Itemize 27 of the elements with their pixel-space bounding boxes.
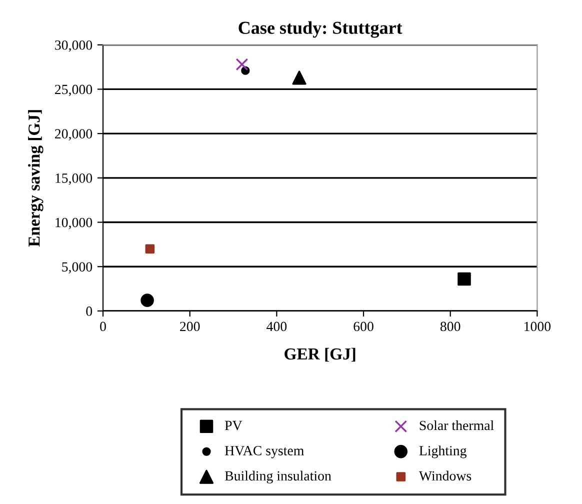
y-tick-label: 20,000 [55,129,92,141]
y-tick-label: 30,000 [55,40,92,52]
point [458,272,471,286]
chart-title: Case study: Stuttgart [238,21,402,38]
legend-label: Solar thermal [420,420,494,430]
x-tick-label: 0 [100,322,106,332]
point [236,58,248,71]
legend-label: HVAC system [224,446,304,458]
x-tick-label: 200 [180,322,200,332]
legend-label: Lighting [419,446,467,458]
y-tick-label: 0 [86,306,92,316]
x-tick-label: 600 [354,322,374,332]
y-tick-label: 15,000 [56,173,92,185]
legend-label: PV [224,420,242,430]
y-tick-label: 5,000 [62,262,92,274]
x-tick-label: 1000 [524,322,551,332]
x-tick-label: 800 [440,322,460,332]
y-tick-label: 10,000 [56,218,92,230]
legend-label: Windows [418,470,472,481]
point [292,70,306,85]
point [145,244,155,254]
x-tick-label: 400 [266,322,287,332]
point [140,294,154,307]
legend-label: Building insulation [224,470,332,484]
x-axis-title: GER [GJ] [284,348,356,362]
y-axis-title: Energy saving [GJ] [28,110,44,247]
y-tick-label: 25,000 [55,84,92,96]
